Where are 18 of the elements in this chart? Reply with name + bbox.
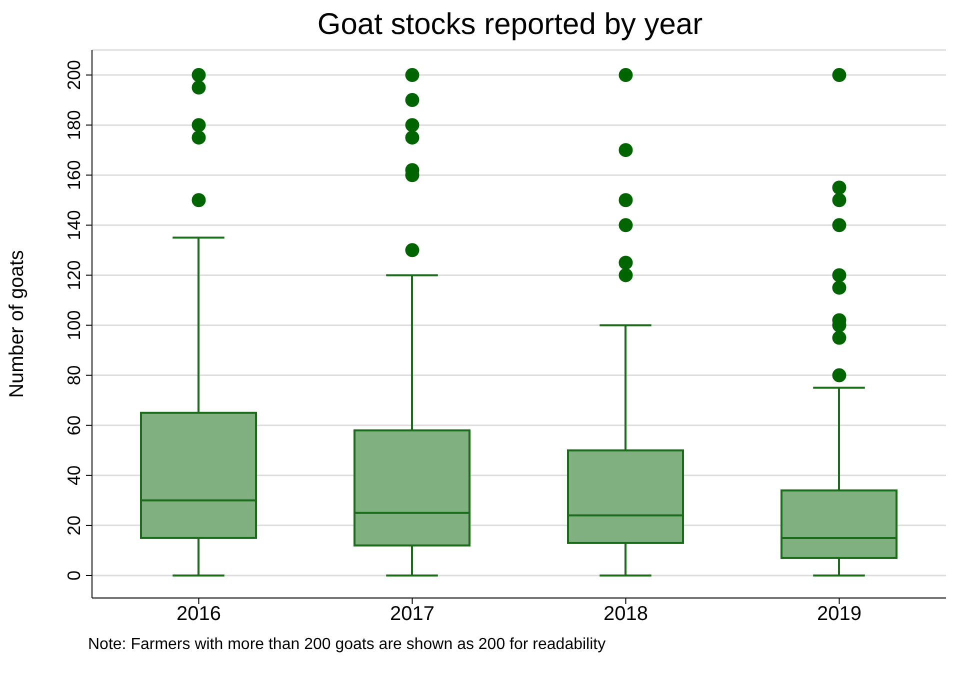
y-tick-label: 100 bbox=[64, 310, 84, 340]
y-tick-label: 120 bbox=[64, 260, 84, 290]
y-tick-label: 40 bbox=[64, 465, 84, 486]
x-tick-label: 2017 bbox=[390, 603, 434, 626]
y-tick-label: 60 bbox=[64, 415, 84, 436]
y-tick-label: 80 bbox=[64, 365, 84, 386]
x-tick-label: 2018 bbox=[604, 603, 648, 626]
x-tick-label: 2016 bbox=[176, 603, 221, 626]
y-tick-label: 20 bbox=[64, 515, 84, 536]
chart-title: Goat stocks reported by year bbox=[316, 8, 704, 43]
y-tick-label: 200 bbox=[64, 60, 84, 90]
y-tick-label: 180 bbox=[64, 110, 84, 140]
y-tick-label: 160 bbox=[64, 160, 84, 190]
y-axis-title: Number of goats bbox=[6, 250, 28, 398]
text: Note: Farmers with more than 200 goats are shown as 200 for readability bbox=[88, 636, 606, 654]
x-tick-label: 2019 bbox=[817, 603, 862, 626]
y-tick-label: 140 bbox=[64, 210, 84, 240]
y-tick-label: 0 bbox=[64, 570, 84, 580]
